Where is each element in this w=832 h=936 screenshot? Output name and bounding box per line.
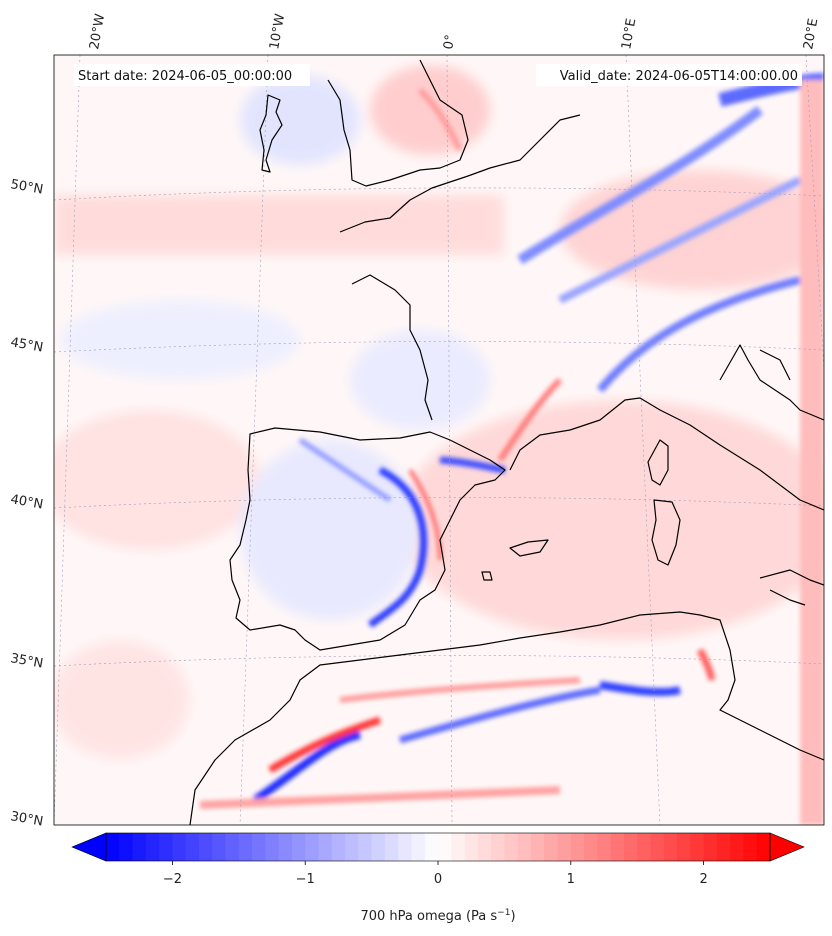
colorbar-cell <box>132 833 147 861</box>
lon-label-20w: 20°W <box>87 13 108 51</box>
colorbar-cell <box>730 833 745 861</box>
coast-corsica <box>647 439 669 486</box>
colorbar-tick-label: 1 <box>567 872 575 887</box>
colorbar-cell <box>584 833 598 861</box>
grid-line-10w <box>239 55 269 825</box>
colorbar-cell <box>278 833 293 861</box>
colorbar-cell <box>597 833 612 861</box>
colorbar-title-exponent: −1 <box>497 908 510 918</box>
lat-label-30n: 30°N <box>9 809 44 829</box>
colorbar-cell <box>318 833 333 861</box>
colorbar-cell <box>623 833 638 861</box>
colorbar-cell <box>119 833 134 861</box>
colorbar-cell <box>384 833 399 861</box>
colorbar-cell <box>570 833 585 861</box>
colorbar-cell <box>557 833 572 861</box>
start-date-box <box>74 64 310 86</box>
map-frame <box>53 54 825 826</box>
lat-label-35n: 35°N <box>9 651 44 671</box>
colorbar-cell <box>690 833 705 861</box>
colorbar-cell <box>331 833 346 861</box>
colorbar-cell <box>743 833 758 861</box>
colorbar-cell <box>371 833 386 861</box>
colorbar-cell <box>504 833 519 861</box>
lon-label-10e: 10°E <box>619 17 639 50</box>
colorbar-cell <box>650 833 665 861</box>
colorbar-cell <box>491 833 505 861</box>
coast-ireland <box>259 94 283 173</box>
colorbar-cell <box>716 833 731 861</box>
colorbar-cell <box>305 833 320 861</box>
colorbar-cell <box>265 833 280 861</box>
colorbar-tick-label: 2 <box>699 872 707 887</box>
colorbar-cell <box>291 833 306 861</box>
coast-north-africa <box>189 611 741 825</box>
grid-line-10e <box>625 55 661 825</box>
colorbar-title-main: 700 hPa omega (Pa s <box>360 909 497 924</box>
colorbar-title: 700 hPa omega (Pa s−1) <box>360 908 515 924</box>
valid-date-label: Valid_date: 2024-06-05T14:00:00.00 <box>560 69 798 84</box>
colorbar-cell <box>517 833 532 861</box>
colorbar-cell <box>252 833 266 861</box>
colorbar-cell <box>703 833 718 861</box>
colorbar-cell <box>172 833 187 861</box>
colorbar-cell <box>198 833 213 861</box>
colorbar-title-end: ) <box>510 909 515 924</box>
colorbar-tick-label: −2 <box>163 872 182 887</box>
colorbar-cell <box>677 833 691 861</box>
colorbar-cell <box>637 833 652 861</box>
lat-label-45n: 45°N <box>9 335 44 355</box>
colorbar-cell <box>212 833 227 861</box>
colorbar: −2 −1 0 1 2 <box>71 832 805 887</box>
colorbar-cell <box>464 833 479 861</box>
colorbar-cell <box>438 833 452 861</box>
colorbar-tick-label: 0 <box>434 872 442 887</box>
lat-label-50n: 50°N <box>9 177 44 197</box>
colorbar-cell <box>610 833 625 861</box>
coast-sardinia <box>651 499 681 566</box>
colorbar-cell <box>451 833 466 861</box>
lon-label-0: 0° <box>441 34 458 51</box>
colorbar-cell <box>238 833 253 861</box>
lon-label-20e: 20°E <box>801 17 821 50</box>
lat-label-40n: 40°N <box>9 492 44 512</box>
lon-label-10w: 10°W <box>267 13 288 51</box>
grid-line-45n <box>54 341 824 353</box>
coast-iberia <box>229 427 506 651</box>
colorbar-tick-label: −1 <box>296 872 315 887</box>
colorbar-cells <box>106 833 771 861</box>
colorbar-cell <box>663 833 678 861</box>
colorbar-cell <box>358 833 373 861</box>
colorbar-cell <box>398 833 413 861</box>
coast-great-britain <box>327 59 469 187</box>
grid-line-20w <box>54 55 81 825</box>
colorbar-extend-min <box>71 832 107 862</box>
start-date-label: Start date: 2024-06-05_00:00:00 <box>78 69 292 84</box>
colorbar-cell <box>106 833 120 861</box>
colorbar-cell <box>477 833 492 861</box>
grid-line-40n <box>54 497 824 509</box>
colorbar-cell <box>145 833 160 861</box>
colorbar-cell <box>185 833 200 861</box>
colorbar-cell <box>756 833 771 861</box>
grid-line-35n <box>54 655 824 667</box>
valid-date-box <box>536 64 802 86</box>
colorbar-cell <box>544 833 559 861</box>
colorbar-ticks: −2 −1 0 1 2 <box>163 861 708 887</box>
omega-field <box>54 65 824 825</box>
colorbar-cell <box>424 833 439 861</box>
coastlines <box>189 59 824 825</box>
colorbar-cell <box>159 833 173 861</box>
grid-line-50n <box>54 187 824 201</box>
colorbar-cell <box>345 833 359 861</box>
colorbar-cell <box>530 833 545 861</box>
colorbar-cell <box>225 833 240 861</box>
colorbar-cell <box>411 833 426 861</box>
colorbar-extend-max <box>769 832 805 862</box>
